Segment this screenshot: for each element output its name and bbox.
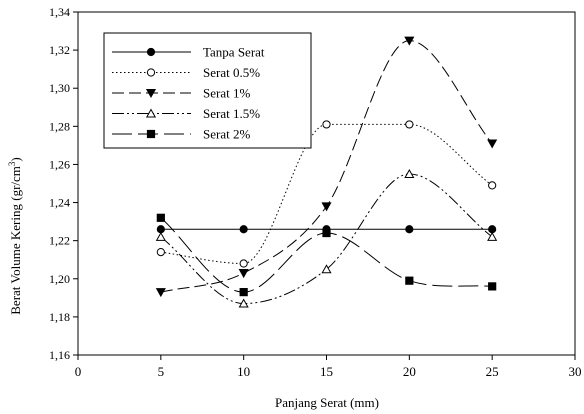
y-tick-label: 1,32 — [49, 43, 70, 57]
legend-marker — [146, 68, 156, 77]
y-axis-title: Berat Volume Kering (gr/cm3) — [7, 157, 23, 314]
y-tick-label: 1,28 — [49, 119, 70, 133]
data-point — [239, 259, 248, 268]
y-tick-label: 1,22 — [49, 234, 70, 248]
data-point — [156, 213, 165, 222]
legend-marker — [145, 108, 157, 118]
data-point — [155, 288, 166, 298]
x-axis-ticks: 0 5 10 15 20 25 30 — [75, 355, 582, 379]
data-point — [239, 225, 248, 234]
y-tick-label: 1,18 — [49, 310, 70, 324]
series-line-1 — [160, 123, 493, 265]
y-tick-label: 1,16 — [49, 348, 70, 362]
y-tick-label: 1,24 — [49, 196, 70, 210]
series-curves — [160, 40, 493, 305]
data-point — [239, 288, 248, 297]
data-point — [404, 36, 415, 46]
data-point — [405, 120, 414, 129]
data-point — [488, 225, 497, 234]
y-tick-label: 1,30 — [49, 81, 70, 95]
legend-marker — [146, 47, 156, 57]
data-point — [238, 269, 249, 279]
x-tick-label: 20 — [403, 364, 416, 379]
x-tick-label: 0 — [75, 364, 82, 379]
data-point — [321, 202, 332, 212]
y-tick-label: 1,34 — [49, 5, 70, 19]
x-tick-label: 10 — [237, 364, 250, 379]
legend-marker — [146, 129, 156, 139]
legend-label: Serat 1% — [203, 86, 250, 101]
x-tick-label: 25 — [486, 364, 499, 379]
data-point — [155, 231, 166, 241]
y-axis-ticks: 1,16 1,18 1,20 1,22 1,24 1,26 1,28 1,30 1,32 1,34 — [49, 5, 78, 362]
x-tick-label: 30 — [569, 364, 582, 379]
x-axis-title: Panjang Serat (mm) — [275, 395, 379, 410]
data-point — [156, 225, 165, 234]
legend-label: Tanpa Serat — [203, 45, 265, 60]
legend-marker — [145, 89, 157, 99]
data-point — [322, 120, 331, 129]
data-point — [488, 282, 497, 291]
y-tick-label: 1,26 — [49, 157, 70, 171]
legend-label: Serat 1.5% — [203, 106, 260, 121]
data-point — [487, 139, 498, 149]
data-point — [238, 298, 249, 308]
series-line-2 — [160, 40, 493, 293]
data-point — [156, 248, 165, 257]
data-point — [321, 264, 332, 274]
x-tick-label: 15 — [320, 364, 333, 379]
y-tick-label: 1,20 — [49, 272, 70, 286]
data-point — [405, 276, 414, 285]
legend-label: Serat 2% — [203, 127, 250, 142]
data-point — [405, 225, 414, 234]
x-tick-label: 5 — [158, 364, 165, 379]
series-markers — [155, 36, 498, 308]
series-line-3 — [160, 173, 493, 305]
legend-items: Tanpa Serat Serat 0.5% Serat 1% Serat 1.5% S… — [112, 45, 265, 142]
data-point — [488, 181, 497, 190]
data-point — [404, 168, 415, 178]
data-point — [322, 228, 331, 238]
legend-label: Serat 0.5% — [203, 65, 260, 80]
data-point — [487, 231, 498, 241]
